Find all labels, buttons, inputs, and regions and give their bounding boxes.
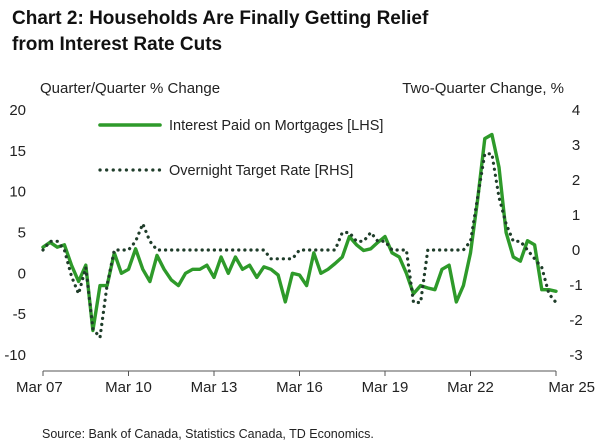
chart-title-line-2: from Interest Rate Cuts xyxy=(12,34,223,55)
right-tick-label: 3 xyxy=(572,137,580,154)
left-tick-label: 0 xyxy=(18,265,26,282)
left-tick-label: 5 xyxy=(18,225,26,242)
x-tick-label: Mar 07 xyxy=(16,379,63,396)
series-layer xyxy=(41,132,558,340)
legend-label: Overnight Target Rate [RHS] xyxy=(169,163,353,179)
legend-label: Interest Paid on Mortgages [LHS] xyxy=(169,118,383,134)
mortgage-interest-line xyxy=(41,132,558,333)
left-tick-label: -5 xyxy=(13,306,26,323)
chart-title: Chart 2: Households Are Finally Getting … xyxy=(12,6,592,58)
x-tick-label: Mar 19 xyxy=(362,379,409,396)
left-tick-label: 20 xyxy=(9,102,26,119)
x-axis-ticks: Mar 07 Mar 10 Mar 13 Mar 16 Mar 19 Mar 22 Mar … xyxy=(16,371,595,396)
right-tick-label: 1 xyxy=(572,207,580,224)
x-tick-label: Mar 10 xyxy=(105,379,152,396)
x-tick-label: Mar 22 xyxy=(447,379,494,396)
right-axis-ticks: 4 3 2 1 0 -1 -2 -3 xyxy=(569,102,582,364)
source-note: Source: Bank of Canada, Statistics Canad… xyxy=(42,427,374,441)
right-axis-title: Two-Quarter Change, % xyxy=(402,80,564,97)
chart-title-line-1: Chart 2: Households Are Finally Getting … xyxy=(12,8,429,29)
left-tick-label: 15 xyxy=(9,143,26,160)
right-tick-label: -3 xyxy=(569,347,582,364)
left-tick-label: -10 xyxy=(4,347,26,364)
x-tick-label: Mar 25 xyxy=(548,379,595,396)
x-tick-label: Mar 13 xyxy=(191,379,238,396)
right-tick-label: 4 xyxy=(572,102,580,119)
left-axis-title: Quarter/Quarter % Change xyxy=(40,80,221,97)
legend: Interest Paid on Mortgages [LHS] Overnigh… xyxy=(98,118,383,179)
left-axis-ticks: 20 15 10 5 0 -5 -10 xyxy=(4,102,26,364)
x-tick-label: Mar 16 xyxy=(276,379,323,396)
right-tick-label: -2 xyxy=(569,312,582,329)
right-tick-label: 0 xyxy=(572,242,580,259)
right-tick-label: 2 xyxy=(572,172,580,189)
overnight-rate-line xyxy=(41,152,558,340)
left-tick-label: 10 xyxy=(9,184,26,201)
right-tick-label: -1 xyxy=(569,277,582,294)
